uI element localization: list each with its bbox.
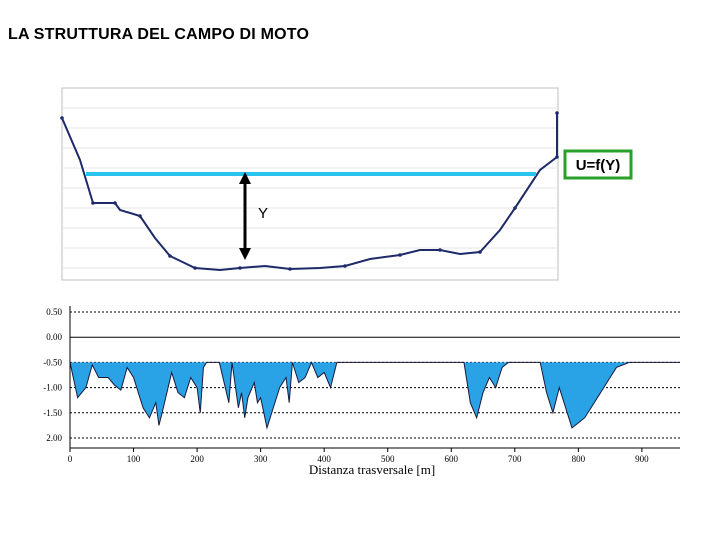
x-tick-labels: 0 100 200 300 400 500 600 700 800 900 bbox=[68, 448, 649, 464]
depth-arrow bbox=[239, 172, 251, 260]
upper-panel-grid bbox=[62, 107, 558, 269]
y-tick-labels: 0.50 0.00 -0.50 -1.00 -1.50 2.00 bbox=[43, 307, 62, 443]
x-tick-label: 600 bbox=[445, 454, 459, 464]
x-tick-label: 800 bbox=[572, 454, 586, 464]
y-tick-label: -0.50 bbox=[43, 357, 62, 367]
x-tick-label: 700 bbox=[508, 454, 522, 464]
equation-box bbox=[563, 149, 633, 180]
y-tick-label: -1.50 bbox=[43, 408, 62, 418]
water-fill-area bbox=[70, 362, 680, 428]
slide-title: LA STRUTTURA DEL CAMPO DI MOTO bbox=[8, 26, 310, 43]
y-tick-label: 2.00 bbox=[46, 433, 62, 443]
water-area bbox=[70, 362, 680, 428]
x-tick-label: 300 bbox=[254, 454, 268, 464]
bed-profile bbox=[69, 361, 680, 430]
x-tick-label: 0 bbox=[68, 454, 73, 464]
depth-label: Y bbox=[258, 205, 268, 222]
riverbed-profile-line bbox=[61, 113, 558, 272]
x-tick-label: 200 bbox=[190, 454, 204, 464]
x-tick-label: 500 bbox=[381, 454, 395, 464]
y-tick-label: 0.00 bbox=[46, 332, 62, 342]
equation-label: U=f(Y) bbox=[576, 157, 621, 174]
x-tick-label: 900 bbox=[635, 454, 649, 464]
y-tick-label: 0.50 bbox=[46, 307, 62, 317]
y-tick-label: -1.00 bbox=[43, 383, 62, 393]
riverbed-profile-points bbox=[60, 111, 559, 271]
x-axis-label: Distanza trasversale [m] bbox=[309, 462, 435, 477]
bed-line bbox=[69, 361, 680, 430]
x-tick-label: 400 bbox=[317, 454, 331, 464]
x-tick-label: 100 bbox=[127, 454, 141, 464]
